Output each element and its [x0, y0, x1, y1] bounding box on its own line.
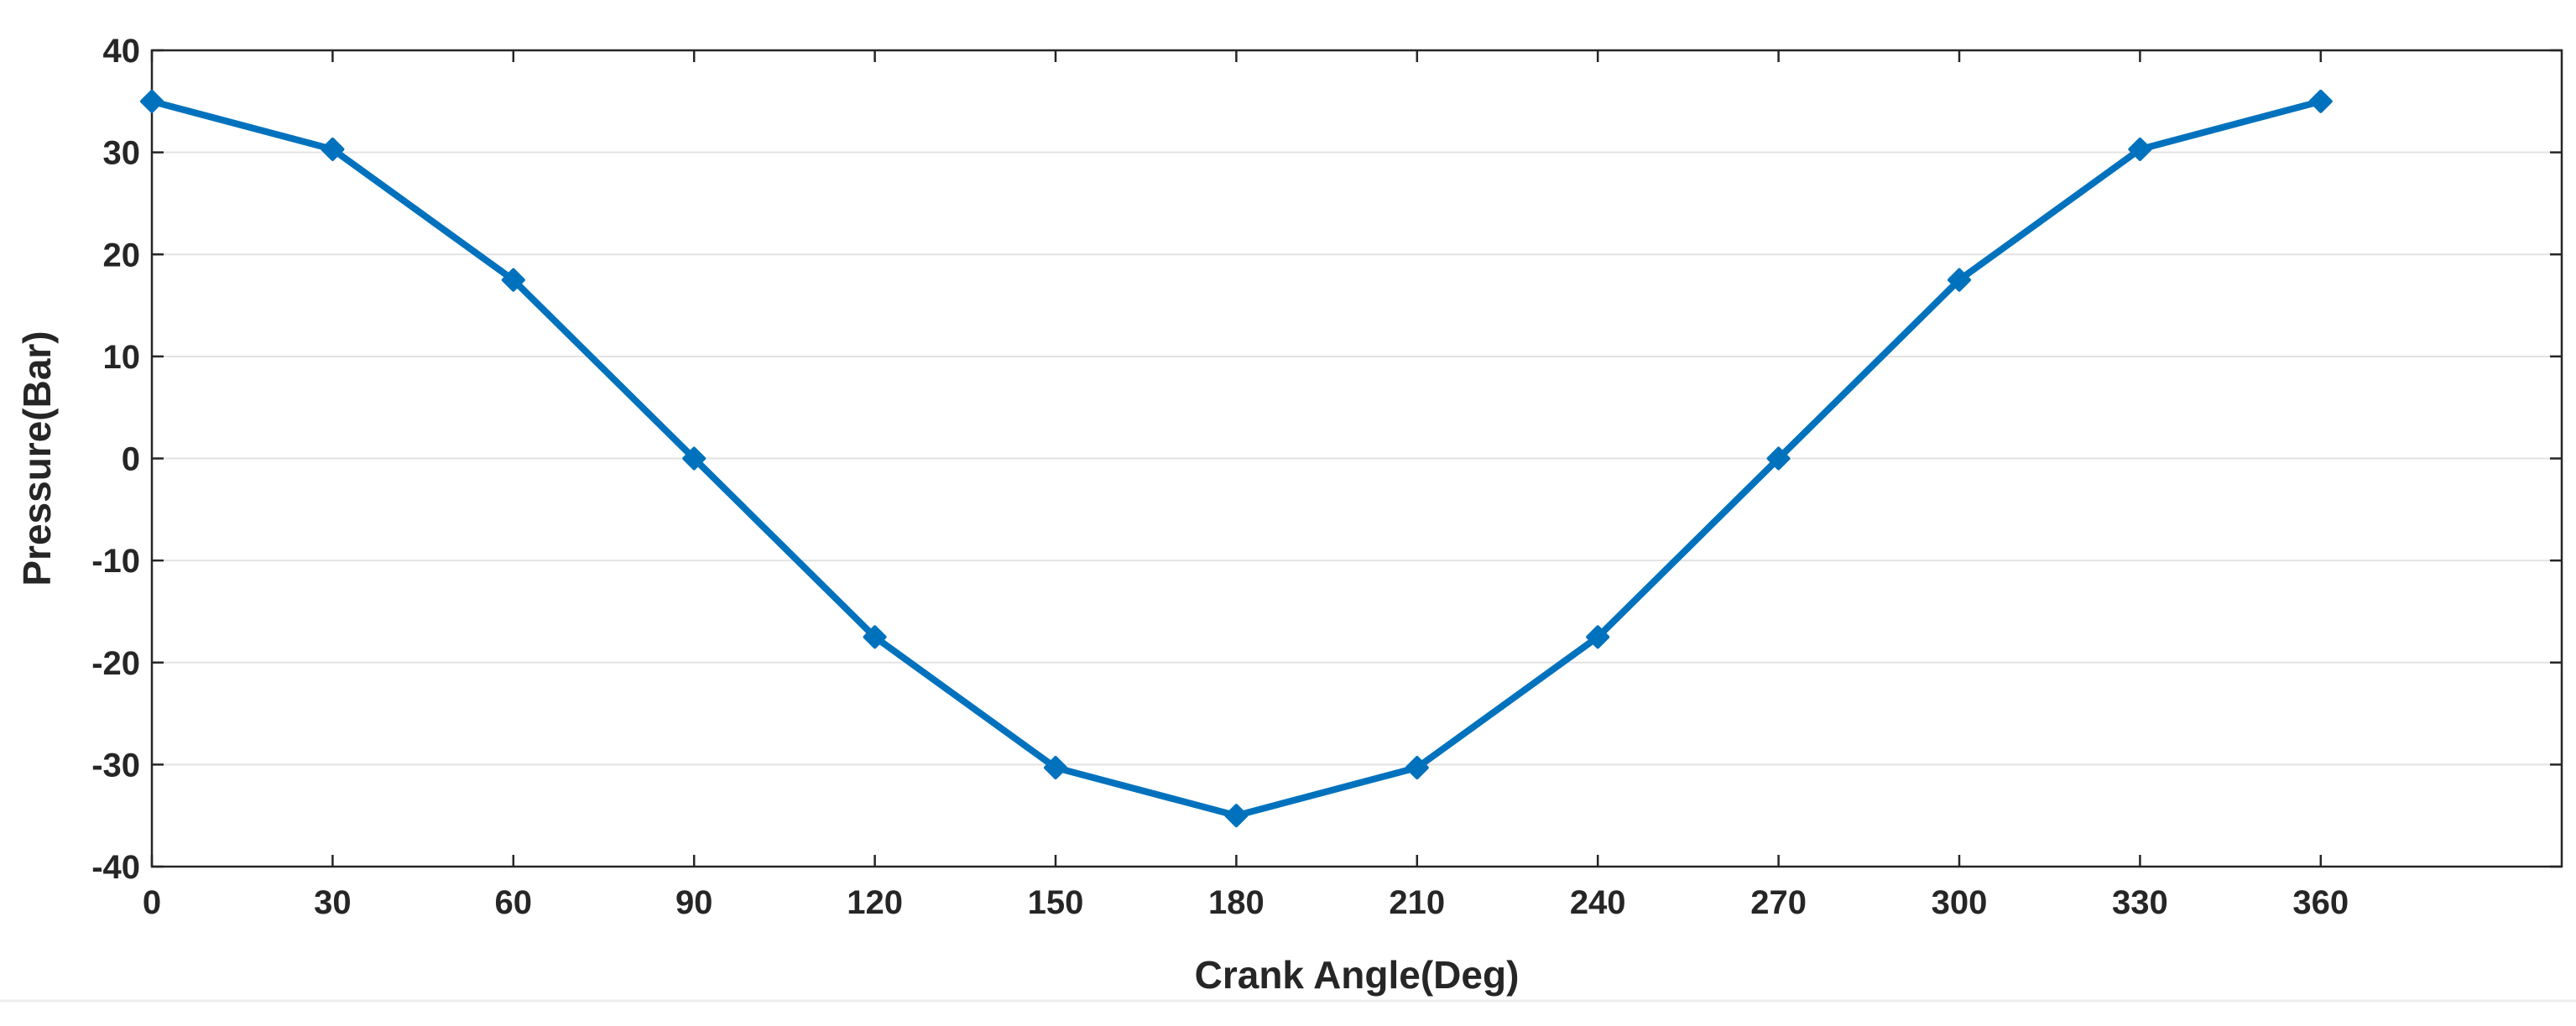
y-tick-label-4: 0 [122, 441, 140, 478]
data-point-0 [140, 89, 164, 113]
axis-ticks: -40 -30 -20 -10 0 10 20 30 40 0 30 60 90 120 150 180 210… [91, 33, 2562, 921]
data-point-6 [1224, 804, 1249, 828]
y-tick-label-6: 20 [103, 237, 141, 273]
y-tick-label-3: -10 [91, 543, 140, 580]
data-point-11 [2128, 137, 2152, 161]
data-point-3 [682, 446, 707, 471]
y-tick-label-2: -20 [91, 645, 140, 682]
x-tick-label-6: 180 [1208, 884, 1265, 921]
x-tick-label-5: 150 [1028, 884, 1084, 921]
y-tick-label-0: -40 [91, 849, 140, 886]
data-point-2 [501, 268, 525, 292]
data-series [140, 89, 2333, 828]
x-tick-label-3: 90 [675, 884, 713, 921]
y-tick-label-7: 30 [103, 135, 141, 172]
y-tick-label-8: 40 [103, 33, 141, 70]
data-point-9 [1766, 446, 1791, 471]
data-point-12 [2308, 89, 2333, 113]
x-tick-label-8: 240 [1570, 884, 1626, 921]
x-tick-label-1: 30 [314, 884, 352, 921]
x-axis-label: Crank Angle(Deg) [1195, 953, 1520, 997]
x-tick-label-10: 300 [1932, 884, 1988, 921]
data-point-4 [863, 625, 887, 649]
x-tick-label-2: 60 [495, 884, 533, 921]
data-point-1 [321, 137, 345, 161]
y-tick-label-1: -30 [91, 747, 140, 784]
data-point-5 [1044, 756, 1067, 780]
x-tick-label-4: 120 [847, 884, 903, 921]
x-tick-label-0: 0 [143, 884, 161, 921]
data-point-7 [1405, 756, 1429, 780]
data-point-8 [1586, 625, 1610, 649]
x-tick-label-11: 330 [2112, 884, 2168, 921]
x-tick-label-12: 360 [2292, 884, 2349, 921]
y-axis-label: Pressure(Bar) [15, 331, 59, 586]
data-point-10 [1948, 268, 1971, 292]
x-tick-label-7: 210 [1389, 884, 1445, 921]
y-tick-label-5: 10 [103, 339, 141, 376]
x-tick-label-9: 270 [1750, 884, 1807, 921]
